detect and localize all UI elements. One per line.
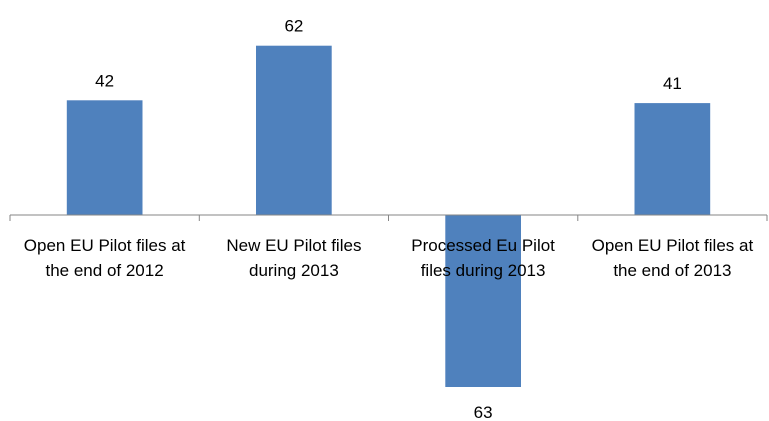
category-label-line: Open EU Pilot files at	[592, 236, 754, 255]
category-label-line: Processed Eu Pilot	[411, 236, 555, 255]
data-labels: 42 62 63 41	[95, 17, 682, 421]
category-label-line: New EU Pilot files	[226, 236, 361, 255]
category-label-3: Processed Eu Pilot files during 2013	[411, 236, 555, 280]
bar-2	[256, 45, 332, 216]
bars-group	[66, 45, 711, 387]
category-label-1: Open EU Pilot files at the end of 2012	[24, 236, 186, 280]
category-label-line: the end of 2013	[613, 261, 731, 280]
category-label-line: Open EU Pilot files at	[24, 236, 186, 255]
bar-3	[445, 215, 521, 387]
x-axis	[9, 214, 768, 221]
category-label-2: New EU Pilot files during 2013	[226, 236, 361, 280]
data-label-2: 62	[284, 17, 303, 36]
category-label-line: files during 2013	[421, 261, 546, 280]
category-label-line: during 2013	[249, 261, 339, 280]
category-label-line: the end of 2012	[46, 261, 164, 280]
category-labels: Open EU Pilot files at the end of 2012 New…	[24, 236, 754, 280]
bar-4	[634, 103, 711, 215]
data-label-1: 42	[95, 71, 114, 90]
data-label-4: 41	[663, 74, 682, 93]
data-label-3: 63	[474, 403, 493, 421]
bar-1	[66, 100, 143, 215]
category-label-4: Open EU Pilot files at the end of 2013	[592, 236, 754, 280]
